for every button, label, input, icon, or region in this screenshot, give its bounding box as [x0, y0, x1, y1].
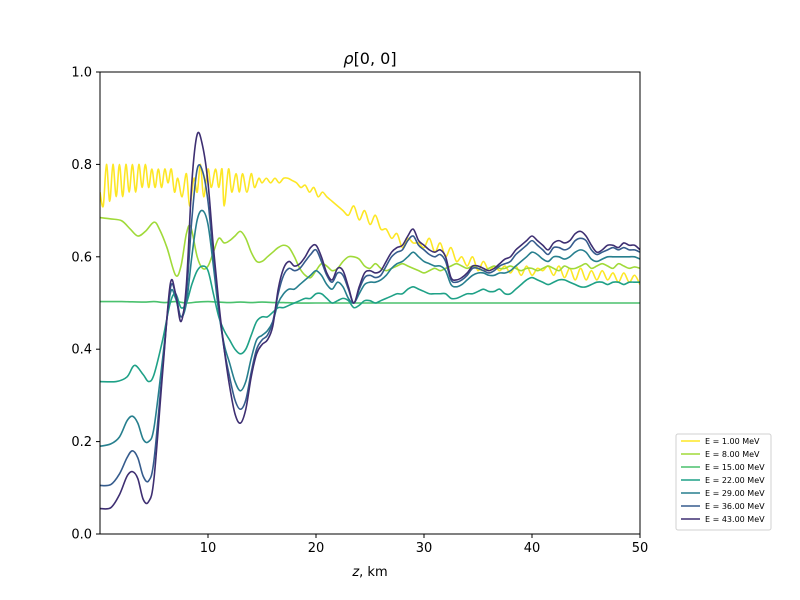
series-line-5: [100, 209, 640, 448]
legend-label-4: E = 22.00 MeV: [705, 476, 765, 485]
x-axis: 10 20 30 40 50: [200, 534, 649, 556]
x-tick-label: 10: [200, 541, 217, 556]
y-tick-label: 0.4: [71, 343, 92, 358]
x-axis-label: z, km: [351, 565, 387, 580]
legend-label-2: E = 8.00 MeV: [705, 450, 760, 459]
y-tick-label: 0.2: [71, 435, 92, 450]
plot-frame: [99, 71, 641, 535]
legend-label-5: E = 29.00 MeV: [705, 489, 765, 498]
x-tick-label: 20: [308, 541, 325, 556]
series-layer: [100, 131, 640, 510]
series-line-4: [100, 265, 640, 383]
series-line-1: [100, 163, 640, 285]
y-tick-label: 0.0: [71, 528, 92, 543]
chart-title: ρ[0, 0]: [343, 49, 396, 68]
legend-label-6: E = 36.00 MeV: [705, 502, 765, 511]
y-tick-label: 0.8: [71, 158, 92, 173]
legend-label-7: E = 43.00 MeV: [705, 515, 765, 524]
x-tick-label: 30: [416, 541, 433, 556]
x-tick-label: 40: [524, 541, 541, 556]
x-tick-label: 50: [632, 541, 649, 556]
legend: E = 1.00 MeV E = 8.00 MeV E = 15.00 MeV E =…: [675, 433, 772, 531]
series-line-3: [100, 300, 640, 304]
legend-label-1: E = 1.00 MeV: [705, 437, 760, 446]
series-line-6: [100, 163, 640, 487]
legend-label-3: E = 15.00 MeV: [705, 463, 765, 472]
series-line-7: [100, 131, 640, 510]
y-axis: 0.0 0.2 0.4 0.6 0.8 1.0: [71, 66, 100, 543]
y-tick-label: 0.6: [71, 250, 92, 265]
y-tick-label: 1.0: [71, 66, 92, 81]
